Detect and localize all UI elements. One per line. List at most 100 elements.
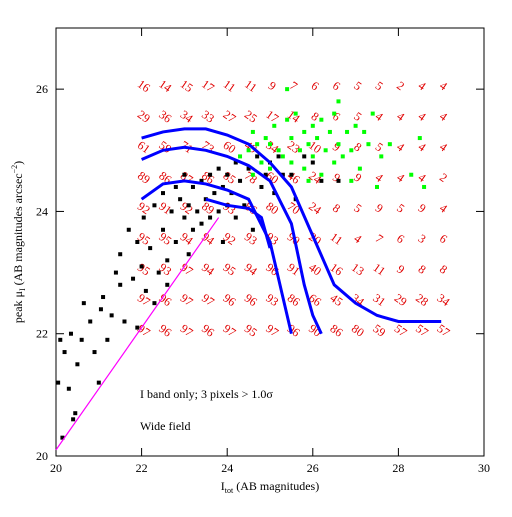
grid-number: 61	[135, 138, 153, 156]
point	[255, 154, 260, 159]
point	[122, 319, 127, 324]
point	[96, 380, 101, 385]
point	[332, 111, 337, 116]
grid-number: 59	[370, 321, 388, 339]
point	[212, 191, 217, 196]
grid-number: 29	[392, 291, 410, 309]
grid-number: 4	[416, 140, 429, 155]
point	[225, 172, 230, 177]
grid-number: 96	[199, 321, 217, 339]
plot-frame	[55, 27, 485, 457]
grid-number: 23	[285, 138, 303, 156]
grid-number: 14	[156, 77, 174, 95]
point	[246, 148, 251, 153]
grid-number: 5	[373, 78, 386, 93]
grid-number: 11	[242, 77, 260, 95]
grid-number: 93	[263, 291, 281, 309]
grid-number: 3	[416, 231, 429, 246]
point	[263, 172, 268, 177]
grid-number: 89	[135, 168, 153, 186]
grid-number: 34	[435, 291, 453, 309]
point	[349, 178, 354, 183]
grid-number: 97	[263, 321, 281, 339]
point	[302, 129, 307, 134]
grid-number: 15	[178, 77, 196, 95]
grid-number: 31	[370, 291, 388, 309]
grid-number: 7	[287, 78, 300, 93]
point	[366, 142, 371, 147]
grid-number: 24	[306, 168, 324, 186]
grid-number: 4	[394, 170, 407, 185]
point	[182, 172, 187, 177]
grid-number: 4	[351, 231, 364, 246]
point	[250, 172, 255, 177]
grid-number: 5	[351, 78, 364, 93]
grid-number: 24	[306, 199, 324, 217]
grid-number: 6	[330, 109, 343, 124]
grid-number: 96	[285, 321, 303, 339]
grid-number: 33	[199, 107, 217, 125]
point	[101, 295, 106, 300]
grid-number: 96	[242, 291, 260, 309]
grid-number: 11	[371, 260, 389, 278]
point	[268, 166, 272, 171]
point	[68, 331, 73, 336]
point	[182, 215, 187, 220]
point	[276, 148, 281, 153]
grid-number: 17	[199, 77, 217, 95]
point	[216, 166, 221, 171]
grid-number: 4	[416, 109, 429, 124]
grid-number: 95	[242, 321, 260, 339]
point	[289, 172, 294, 177]
point	[280, 172, 285, 177]
point	[306, 142, 311, 147]
grid-number: 5	[373, 140, 386, 155]
point	[208, 172, 213, 177]
grid-number: 8	[437, 262, 450, 277]
grid-number: 14	[285, 107, 303, 125]
point	[349, 148, 354, 153]
grid-number: 93	[156, 260, 174, 278]
point	[268, 142, 272, 147]
grid-number: 93	[221, 199, 239, 217]
point	[139, 264, 144, 269]
grid-number: 11	[221, 77, 239, 95]
grid-number: 36	[156, 107, 174, 125]
grid-number: 4	[373, 170, 386, 185]
grid-number: 87	[178, 168, 196, 186]
point	[263, 136, 268, 141]
point	[332, 160, 337, 165]
grid-number: 86	[285, 291, 303, 309]
grid-number: 97	[178, 321, 196, 339]
point	[422, 184, 427, 189]
point	[131, 276, 136, 281]
point	[233, 215, 238, 220]
grid-number: 9	[351, 170, 364, 185]
point	[319, 117, 324, 122]
point	[73, 411, 78, 416]
point	[199, 178, 204, 183]
point	[60, 435, 65, 440]
point	[173, 184, 178, 189]
point	[113, 270, 118, 275]
grid-number: 2	[437, 170, 450, 185]
grid-number: 95	[135, 260, 153, 278]
point	[272, 191, 277, 196]
point	[327, 129, 332, 134]
point	[220, 184, 225, 189]
point	[92, 350, 97, 355]
grid-number: 4	[373, 109, 386, 124]
point	[118, 282, 123, 287]
grid-number: 29	[135, 107, 153, 125]
grid-number: 6	[330, 78, 343, 93]
point	[319, 178, 324, 183]
point	[152, 301, 157, 306]
point	[79, 337, 84, 342]
point	[58, 337, 63, 342]
grid-number: 6	[437, 231, 450, 246]
point	[409, 172, 414, 177]
point	[161, 191, 165, 196]
point	[315, 136, 320, 141]
point	[272, 123, 277, 128]
point	[289, 136, 294, 141]
